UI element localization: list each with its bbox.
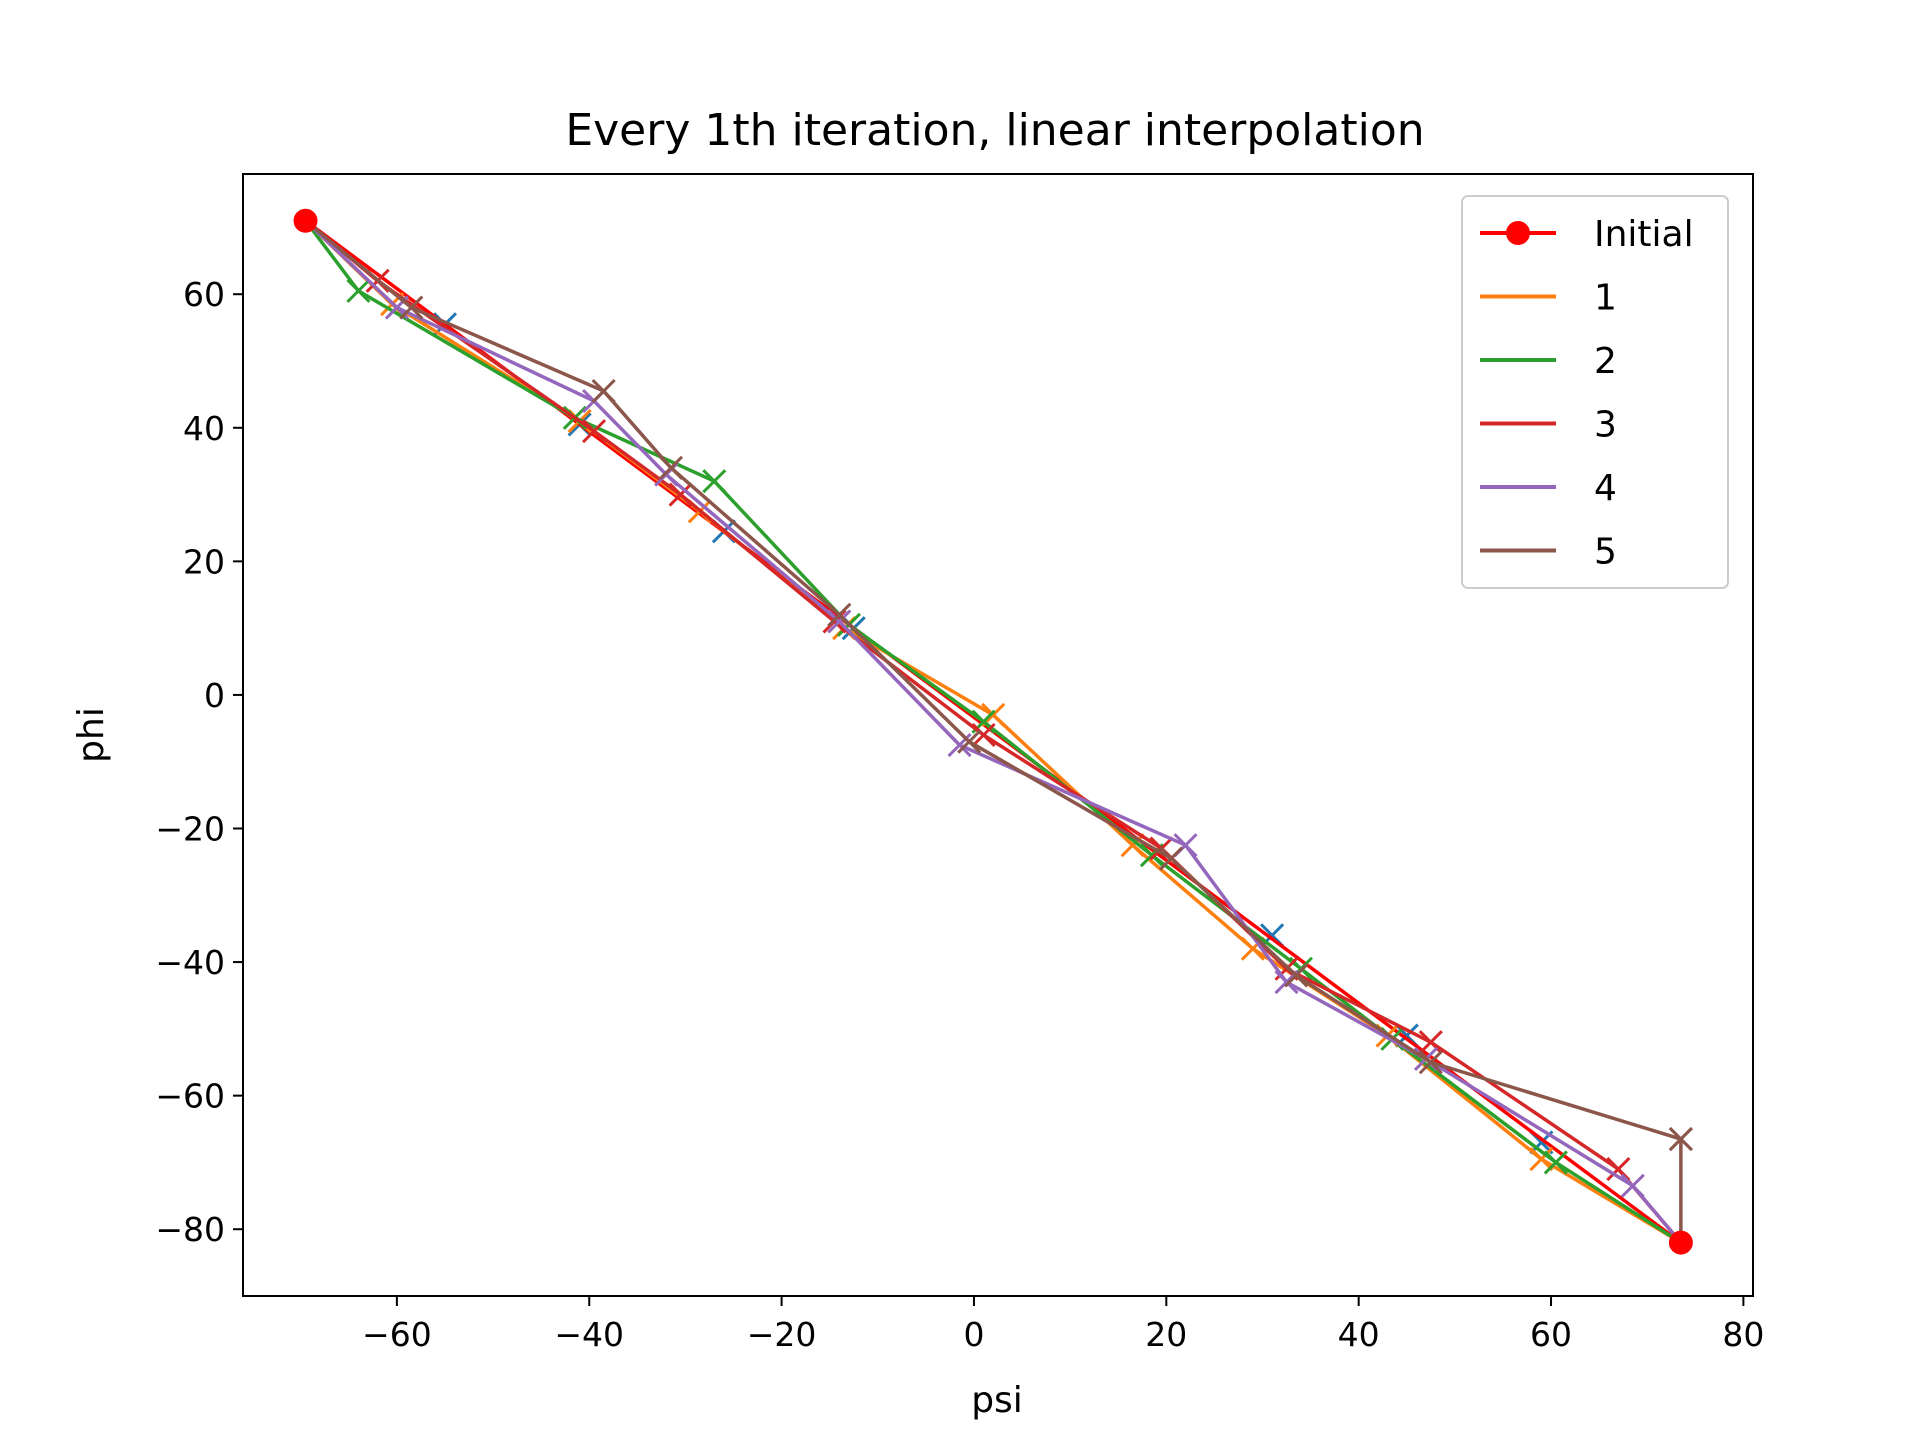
marker-x-stroke bbox=[1159, 846, 1184, 871]
series-point-2 bbox=[346, 278, 371, 303]
marker-x-stroke bbox=[1529, 1147, 1554, 1172]
marker-x-stroke bbox=[346, 278, 371, 303]
series-point-1 bbox=[1529, 1147, 1554, 1172]
y-tick-label: −20 bbox=[155, 810, 225, 849]
legend-label: 2 bbox=[1594, 341, 1617, 382]
legend-box bbox=[1461, 195, 1729, 589]
legend-item: 4 bbox=[1480, 468, 1617, 509]
y-tick-label: 20 bbox=[183, 542, 225, 581]
x-tick-label: −20 bbox=[747, 1315, 817, 1354]
y-tick-label: 40 bbox=[183, 409, 225, 448]
marker-x-stroke bbox=[957, 729, 982, 754]
legend-item: 3 bbox=[1480, 405, 1617, 446]
y-tick-label: −40 bbox=[155, 943, 225, 982]
series-point-4 bbox=[827, 609, 852, 634]
legend-item: 2 bbox=[1480, 341, 1617, 382]
marker-x-stroke bbox=[668, 482, 693, 507]
legend-item: 5 bbox=[1480, 532, 1617, 573]
legend-label: 1 bbox=[1594, 278, 1617, 319]
series-point-5 bbox=[591, 378, 616, 404]
series-point-4 bbox=[1620, 1173, 1645, 1198]
marker-x-stroke bbox=[1418, 1050, 1443, 1075]
chart-title: Every 1th iteration, linear interpolatio… bbox=[565, 105, 1424, 156]
marker-x-stroke bbox=[1120, 833, 1145, 858]
marker-x-stroke bbox=[1284, 963, 1309, 988]
x-tick-label: −60 bbox=[362, 1315, 432, 1354]
legend-label: 5 bbox=[1594, 532, 1617, 573]
axis-ticks: −60 −40 −20 0 20 40 60 80 60 40 20 0 −20 −40 −60 −80 bbox=[155, 275, 1764, 1354]
marker-x-stroke bbox=[591, 378, 616, 404]
series-point-3 bbox=[581, 419, 607, 444]
series-point-3 bbox=[668, 482, 693, 507]
series-point-5 bbox=[957, 729, 982, 754]
y-axis-label: phi bbox=[71, 707, 112, 763]
endpoint-marker bbox=[1668, 1230, 1693, 1255]
legend-item: Initial bbox=[1480, 214, 1694, 255]
series-point-1 bbox=[1120, 833, 1145, 858]
marker-x-stroke bbox=[658, 455, 684, 480]
x-tick-label: −40 bbox=[554, 1315, 624, 1354]
series-point-5 bbox=[1284, 963, 1309, 988]
series-point-5 bbox=[1668, 1126, 1693, 1152]
plot-series bbox=[293, 208, 1693, 1255]
series-point-2 bbox=[702, 469, 727, 494]
marker-x-stroke bbox=[827, 609, 852, 634]
marker-x-stroke bbox=[1620, 1173, 1645, 1198]
x-tick-label: 0 bbox=[963, 1315, 984, 1354]
marker-x-stroke bbox=[1543, 1150, 1568, 1175]
series-point-5 bbox=[399, 295, 424, 320]
series-point-3 bbox=[971, 722, 996, 748]
series-point-5 bbox=[1159, 846, 1184, 871]
y-tick-label: −60 bbox=[155, 1077, 225, 1116]
marker-x-stroke bbox=[1606, 1157, 1631, 1182]
series-point-5 bbox=[658, 455, 684, 480]
series-point-5 bbox=[1418, 1050, 1443, 1075]
marker-x-stroke bbox=[827, 602, 852, 627]
x-axis-label: psi bbox=[971, 1380, 1023, 1421]
series-point-3 bbox=[1418, 1030, 1443, 1055]
x-tick-label: 80 bbox=[1722, 1315, 1764, 1354]
plot-frame bbox=[242, 173, 1754, 1297]
legend-label: Initial bbox=[1594, 214, 1694, 255]
series-point-2 bbox=[1543, 1150, 1568, 1175]
legend: Initial 1 2 3 4 5 bbox=[1461, 195, 1729, 589]
x-tick-label: 20 bbox=[1145, 1315, 1187, 1354]
y-tick-label: −80 bbox=[155, 1210, 225, 1249]
x-tick-label: 40 bbox=[1338, 1315, 1380, 1354]
series-point-5 bbox=[827, 602, 852, 627]
legend-items: Initial 1 2 3 4 5 bbox=[1480, 214, 1694, 573]
legend-marker bbox=[1506, 221, 1530, 245]
legend-label: 4 bbox=[1594, 468, 1617, 509]
marker-x-stroke bbox=[581, 419, 607, 444]
x-tick-label: 60 bbox=[1530, 1315, 1572, 1354]
marker-x-stroke bbox=[1418, 1030, 1443, 1055]
y-tick-label: 60 bbox=[183, 275, 225, 314]
series-point-3 bbox=[1606, 1157, 1631, 1182]
endpoint-marker bbox=[293, 208, 318, 233]
marker-x-stroke bbox=[971, 722, 996, 748]
legend-item: 1 bbox=[1480, 278, 1617, 319]
marker-x-stroke bbox=[1668, 1126, 1693, 1152]
legend-label: 3 bbox=[1594, 405, 1617, 446]
marker-x-stroke bbox=[702, 469, 727, 494]
y-tick-label: 0 bbox=[204, 676, 225, 715]
marker-x-stroke bbox=[399, 295, 424, 320]
